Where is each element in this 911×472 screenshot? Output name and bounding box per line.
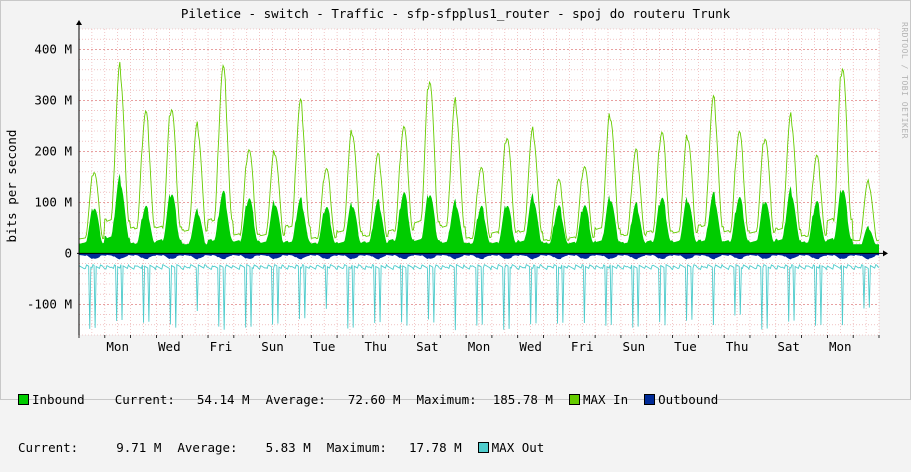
x-tick-label: Mon: [829, 339, 852, 354]
x-tick-label: Sat: [777, 339, 800, 354]
x-tick-label: Mon: [106, 339, 129, 354]
x-tick-label: Tue: [313, 339, 336, 354]
x-tick-label: Mon: [468, 339, 491, 354]
outbound-average-label: Average:: [177, 440, 238, 455]
x-tick-label: Thu: [726, 339, 749, 354]
x-tick-label: Fri: [210, 339, 233, 354]
outbound-average-value: 5.83 M: [265, 440, 311, 455]
x-tick-label: Fri: [571, 339, 594, 354]
series-layer: [78, 61, 880, 331]
max-in-line: [78, 61, 879, 242]
axes: -100 M 0 100 M 200 M 300 M 400 M Mon Wed Fri Sun T…: [27, 20, 888, 354]
outbound-current-label: Current:: [18, 440, 79, 455]
y-tick-label: 100 M: [34, 194, 72, 209]
outbound-maximum-label: Maximum:: [326, 440, 387, 455]
y-tick-label: 0: [64, 245, 72, 260]
y-tick-label: 400 M: [34, 41, 72, 56]
rrdtool-watermark: RRDTOOL / TOBI OETIKER: [900, 22, 909, 139]
legend-row-outbound: Current: 9.71 M Average: 5.83 M Maximum: 17.7…: [18, 440, 718, 456]
x-tick-label: Wed: [158, 339, 181, 354]
max-out-label: MAX Out: [491, 440, 545, 455]
legend-row-inbound: Inbound Current: 54.14 M Average: 72.60 M Max…: [18, 392, 718, 408]
x-tick-label: Thu: [364, 339, 387, 354]
legend: Inbound Current: 54.14 M Average: 72.60 M Max…: [18, 360, 718, 472]
x-tick-label: Sun: [623, 339, 646, 354]
x-tick-label: Sun: [261, 339, 284, 354]
outbound-maximum-value: 17.78 M: [408, 440, 462, 455]
outbound-area: [79, 253, 879, 260]
x-tick-label: Tue: [674, 339, 697, 354]
max-out-line: [78, 263, 880, 331]
x-tick-label: Wed: [519, 339, 542, 354]
max-out-swatch: [477, 442, 489, 453]
y-tick-label: -100 M: [27, 296, 72, 311]
x-tick-label: Sat: [416, 339, 439, 354]
x-axis-arrow: [883, 250, 888, 257]
y-axis-label: bits per second: [4, 130, 19, 243]
inbound-area: [79, 173, 879, 254]
y-tick-label: 300 M: [34, 92, 72, 107]
traffic-chart: -100 M 0 100 M 200 M 300 M 400 M Mon Wed Fri Sun T…: [4, 20, 888, 354]
chart-title: Piletice - switch - Traffic - sfp-sfpplu…: [180, 6, 731, 21]
y-axis-arrow: [76, 20, 82, 25]
outbound-current-value: 9.71 M: [116, 440, 162, 455]
y-tick-label: 200 M: [34, 143, 72, 158]
